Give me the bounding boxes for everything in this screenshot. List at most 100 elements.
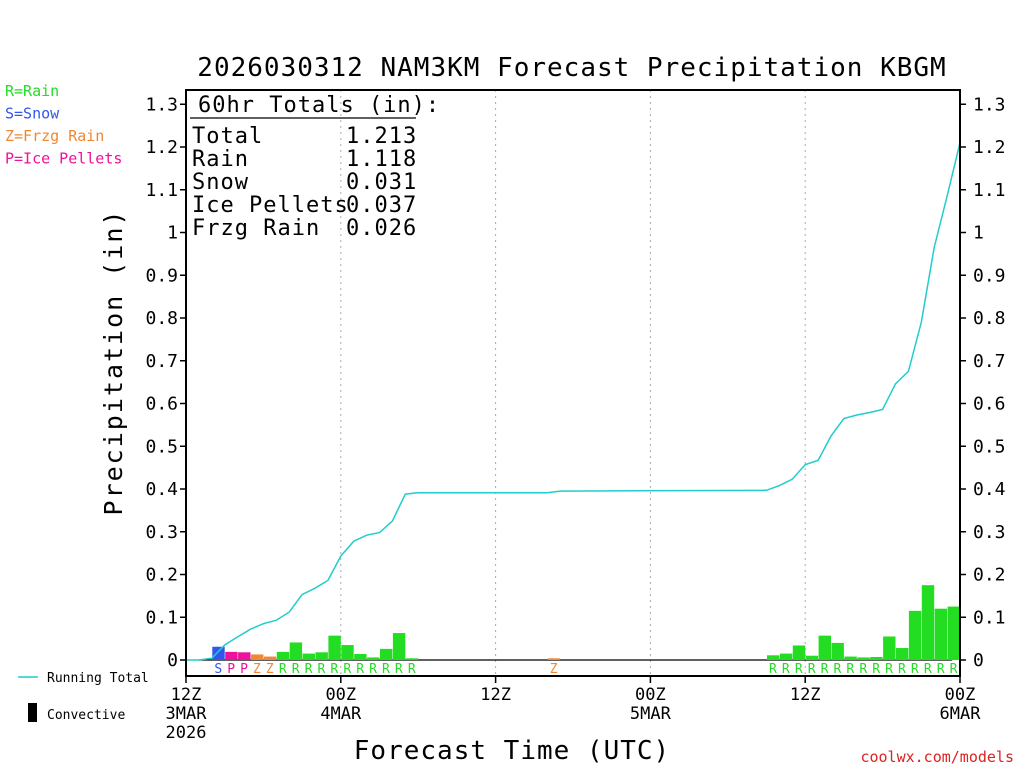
y-tick-label-right: 0.1 [973,607,1006,628]
precip-type-label: R [395,662,403,677]
precip-bar [818,635,831,660]
precip-bar [805,655,819,660]
y-tick-label-right: 0.3 [973,522,1006,543]
x-tick-label: 5MAR [630,704,672,724]
precip-bar [547,658,561,660]
precip-type-label: Z [266,662,274,677]
precip-bar [921,585,935,660]
convective-legend-label: Convective [47,708,125,723]
precip-type-label: R [937,662,945,677]
precip-type-label: P [240,662,248,677]
precip-type-label: R [408,662,416,677]
precip-bar [831,642,844,660]
totals-header: 60hr Totals (in): [198,93,440,118]
x-tick-label: 3MAR [166,704,208,724]
precip-bar [238,652,251,660]
y-tick-label-right: 0.8 [973,308,1006,329]
y-tick-label: 1.2 [145,137,178,158]
x-tick-label: 12Z [171,685,202,705]
precip-bar [367,657,380,660]
x-tick-label: 6MAR [940,704,982,724]
precip-type-label: R [356,662,364,677]
y-tick-label: 1.3 [145,94,178,115]
y-tick-label: 0.8 [145,308,178,329]
totals-row-value: 1.118 [346,147,417,172]
precip-bar [289,642,303,660]
precip-type-label: Z [550,662,558,677]
precip-bar [328,635,341,660]
precip-bar [251,654,264,660]
x-tick-label: 2026 [166,723,207,743]
running-total-line [186,142,961,661]
precip-bar [844,656,857,660]
precip-type-label: R [950,662,958,677]
y-tick-label: 0.6 [145,394,178,415]
legend-type-entry: P=Ice Pellets [5,150,122,168]
plot-frame [185,89,961,677]
precip-type-label: R [808,662,816,677]
totals-row-label: Snow [192,170,249,195]
precip-bar [263,656,277,660]
axes-layer: 0 0 0.1 0.1 0.2 0.2 0.3 0.3 0.4 0.4 0.5 0.5 0.6 0.6 0.… [145,89,1006,743]
y-tick-label: 0.1 [145,607,178,628]
y-tick-label: 1.1 [145,180,178,201]
totals-row-label: Rain [192,147,249,172]
y-tick-label-right: 0.7 [973,351,1006,372]
y-tick-label: 0.9 [145,265,178,286]
y-tick-label: 0.5 [145,436,178,457]
totals-row-value: 0.026 [346,216,417,241]
precip-bar [792,645,806,660]
y-axis-label: Precipitation (in) [99,209,128,516]
x-tick-label: 00Z [635,685,666,705]
legend-type-entry: Z=Frzg Rain [5,127,104,145]
precip-type-label: R [872,662,880,677]
precip-type-label: R [859,662,867,677]
precip-bar [934,608,948,660]
x-tick-label: 4MAR [320,704,362,724]
y-tick-label-right: 1 [973,223,984,244]
totals-row-label: Ice Pellets [192,193,349,218]
totals-row-value: 0.031 [346,170,417,195]
y-tick-label: 0.2 [145,565,178,586]
y-tick-label-right: 0 [973,650,984,671]
precip-type-label: S [214,662,222,677]
precip-bar [341,645,354,660]
precip-bar [779,653,793,660]
y-tick-label-right: 1.1 [973,180,1006,201]
precip-bar [870,657,883,660]
precip-type-label: R [769,662,777,677]
y-tick-label: 0.4 [145,479,178,500]
y-tick-label-right: 0.5 [973,436,1006,457]
precip-bar [767,655,780,660]
y-tick-label: 0.3 [145,522,178,543]
precip-type-label: R [382,662,390,677]
precip-bar [380,648,393,660]
convective-legend-swatch [28,703,37,722]
y-tick-label: 1 [167,223,178,244]
precip-type-label: R [318,662,326,677]
legend: R=Rain S=Snow Z=Frzg Rain P=Ice Pellets Runn… [5,82,149,723]
x-tick-label: 00Z [945,685,976,705]
precip-type-label: R [795,662,803,677]
precip-type-label: P [227,662,235,677]
precip-type-label: R [305,662,313,677]
precip-type-label: R [821,662,829,677]
precip-bar [315,652,328,660]
totals-box: 60hr Totals (in): Total 1.213 Rain 1.118 Snow… [190,93,440,241]
totals-row-value: 1.213 [346,124,417,149]
y-tick-label-right: 0.9 [973,265,1006,286]
credit-text: coolwx.com/models [860,748,1014,766]
precip-type-label: R [279,662,287,677]
legend-type-entry: R=Rain [5,82,59,100]
precip-bar [405,658,419,660]
running-total-legend-label: Running Total [47,671,149,686]
x-tick-label: 00Z [325,685,356,705]
precip-type-label: R [846,662,854,677]
chart-title: 2026030312 NAM3KM Forecast Precipitation… [197,53,946,83]
precip-type-label: R [292,662,300,677]
precip-bar [947,606,960,660]
x-tick-label: 12Z [790,685,821,705]
precip-bar [908,610,922,660]
